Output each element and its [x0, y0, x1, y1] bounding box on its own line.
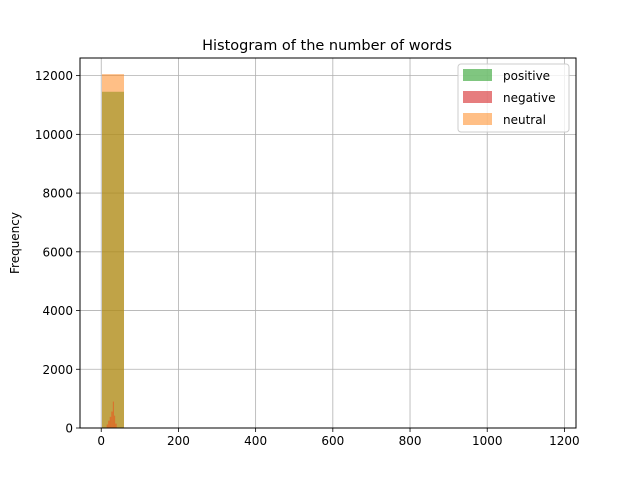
y-axis-label: Frequency — [8, 212, 22, 274]
plot-frame — [79, 57, 577, 429]
legend-label-positive: positive — [503, 69, 550, 83]
legend-swatch-negative — [463, 91, 492, 103]
x-tick-label: 800 — [399, 434, 422, 448]
x-tick-label: 1200 — [549, 434, 580, 448]
y-tick-label: 2000 — [42, 363, 73, 377]
x-tick-label: 400 — [244, 434, 267, 448]
legend-label-neutral: neutral — [503, 113, 546, 127]
histogram-bar-neutral — [102, 74, 125, 429]
axis-ticks: 0 200 400 600 800 1000 12000200040006000800010… — [35, 69, 580, 448]
histogram-bars — [102, 74, 125, 429]
y-tick-label: 10000 — [35, 128, 73, 142]
legend-swatch-positive — [463, 69, 492, 81]
x-tick-label: 0 — [97, 434, 105, 448]
y-tick-label: 8000 — [42, 187, 73, 201]
y-tick-label: 0 — [65, 422, 73, 436]
x-tick-label: 200 — [167, 434, 190, 448]
legend: positive negative neutral — [457, 63, 570, 133]
chart-title: Histogram of the number of words — [202, 38, 452, 54]
y-tick-label: 4000 — [42, 304, 73, 318]
y-tick-label: 6000 — [42, 245, 73, 259]
legend-swatch-neutral — [463, 113, 492, 125]
x-tick-label: 1000 — [472, 434, 503, 448]
legend-label-negative: negative — [503, 91, 555, 105]
y-tick-label: 12000 — [35, 69, 73, 83]
x-tick-label: 600 — [321, 434, 344, 448]
